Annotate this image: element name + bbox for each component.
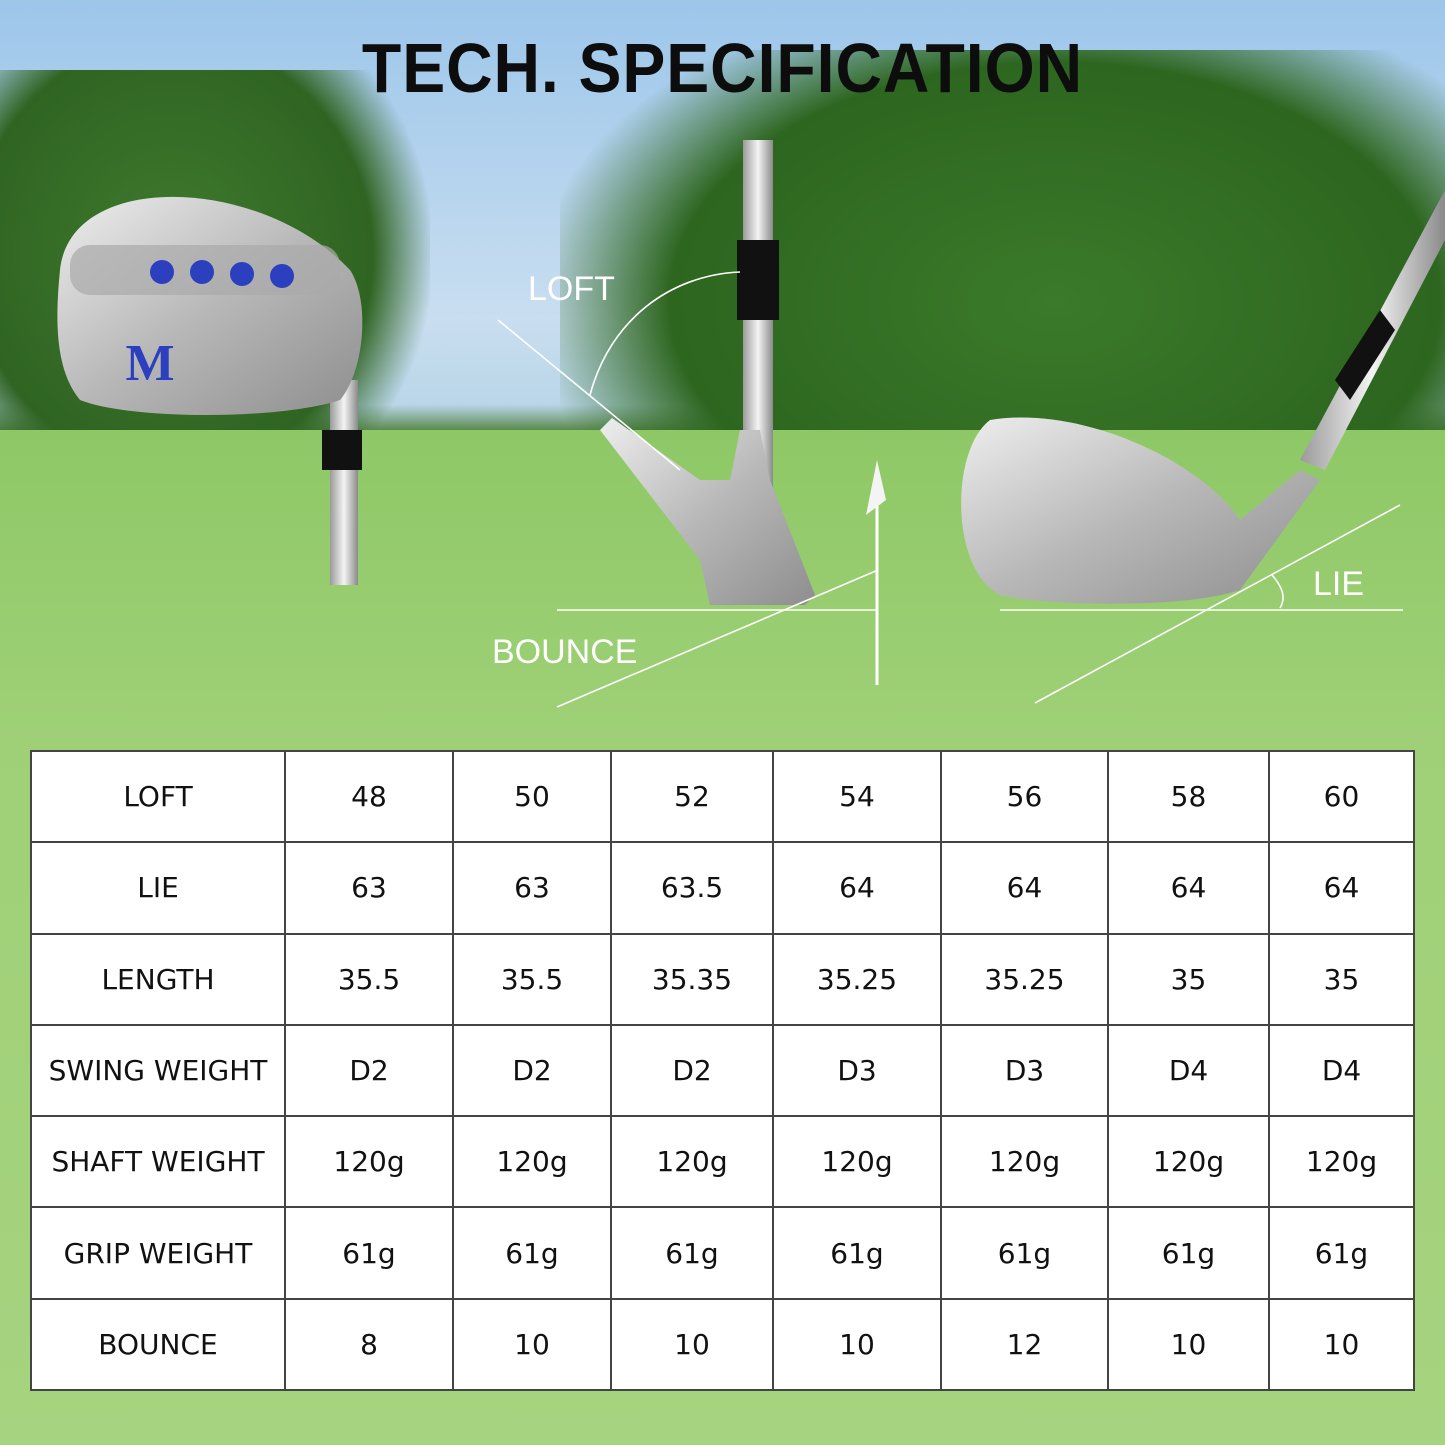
table-cell: 120g (1107, 1115, 1270, 1209)
table-cell: 61g (452, 1206, 612, 1300)
table-cell: 35.5 (452, 932, 612, 1026)
table-row: SHAFT WEIGHT 120g 120g 120g 120g 120g 120g 120g (30, 1115, 1415, 1209)
flag (866, 460, 886, 515)
table-cell: 63 (284, 841, 454, 935)
table-cell: 10 (452, 1297, 612, 1392)
table-cell: D4 (1268, 1023, 1415, 1118)
table-cell: 64 (1268, 841, 1415, 935)
table-cell: 8 (284, 1297, 454, 1392)
table-cell: 35 (1107, 932, 1270, 1026)
table-row: LENGTH 35.5 35.5 35.35 35.25 35.25 35 35 (30, 932, 1415, 1026)
table-cell: 54 (772, 749, 942, 844)
table-cell: 120g (940, 1115, 1109, 1209)
club-illustrations: M (57, 140, 1445, 708)
table-cell: 64 (940, 841, 1109, 935)
table-cell: 35.35 (610, 932, 774, 1026)
table-cell: 48 (284, 749, 454, 844)
table-row: GRIP WEIGHT 61g 61g 61g 61g 61g 61g 61g (30, 1206, 1415, 1300)
table-cell: 64 (1107, 841, 1270, 935)
table-cell: 120g (1268, 1115, 1415, 1209)
row-header: SWING WEIGHT (30, 1023, 286, 1118)
table-cell: 12 (940, 1297, 1109, 1392)
row-header: GRIP WEIGHT (30, 1206, 286, 1300)
table-cell: 120g (610, 1115, 774, 1209)
spec-table: LOFT 48 50 52 54 56 58 60 LIE 63 63 63.5 64 64 64 64 LEN… (30, 749, 1415, 1392)
row-header: SHAFT WEIGHT (30, 1115, 286, 1209)
svg-text:M: M (125, 335, 174, 392)
loft-label: LOFT (528, 270, 615, 308)
table-cell: 56 (940, 749, 1109, 844)
table-cell: 61g (610, 1206, 774, 1300)
table-cell: 64 (772, 841, 942, 935)
table-cell: D3 (772, 1023, 942, 1118)
table-cell: 35 (1268, 932, 1415, 1026)
page-title: TECH. SPECIFICATION (361, 29, 1084, 107)
table-cell: 120g (284, 1115, 454, 1209)
table-row: LIE 63 63 63.5 64 64 64 64 (30, 841, 1415, 935)
table-cell: D4 (1107, 1023, 1270, 1118)
table-cell: 61g (1268, 1206, 1415, 1300)
table-row: BOUNCE 8 10 10 10 12 10 10 (30, 1297, 1415, 1392)
row-header: BOUNCE (30, 1297, 286, 1392)
table-cell: D2 (284, 1023, 454, 1118)
table-cell: 10 (1107, 1297, 1270, 1392)
table-cell: 58 (1107, 749, 1270, 844)
row-header: LIE (30, 841, 286, 935)
table-cell: 61g (940, 1206, 1109, 1300)
table-cell: 120g (772, 1115, 942, 1209)
table-row: LOFT 48 50 52 54 56 58 60 (30, 749, 1415, 844)
table-cell: D2 (610, 1023, 774, 1118)
row-header: LENGTH (30, 932, 286, 1026)
table-cell: 60 (1268, 749, 1415, 844)
table-cell: 120g (452, 1115, 612, 1209)
table-cell: 35.25 (940, 932, 1109, 1026)
lie-label: LIE (1313, 565, 1365, 603)
wedge-face-view (961, 190, 1445, 604)
wedge-back-view: M (57, 196, 363, 585)
table-cell: 61g (1107, 1206, 1270, 1300)
bounce-label: BOUNCE (492, 633, 638, 671)
table-cell: 10 (1268, 1297, 1415, 1392)
table-cell: 35.5 (284, 932, 454, 1026)
table-cell: 10 (772, 1297, 942, 1392)
table-cell: 63 (452, 841, 612, 935)
table-cell: 61g (772, 1206, 942, 1300)
table-cell: 10 (610, 1297, 774, 1392)
table-cell: 35.25 (772, 932, 942, 1026)
angle-guide-lines (497, 271, 1403, 708)
table-cell: D2 (452, 1023, 612, 1118)
row-header: LOFT (30, 749, 286, 844)
wedge-side-view (600, 140, 815, 605)
table-row: SWING WEIGHT D2 D2 D2 D3 D3 D4 D4 (30, 1023, 1415, 1118)
table-cell: D3 (940, 1023, 1109, 1118)
table-cell: 61g (284, 1206, 454, 1300)
table-cell: 52 (610, 749, 774, 844)
table-cell: 50 (452, 749, 612, 844)
table-cell: 63.5 (610, 841, 774, 935)
